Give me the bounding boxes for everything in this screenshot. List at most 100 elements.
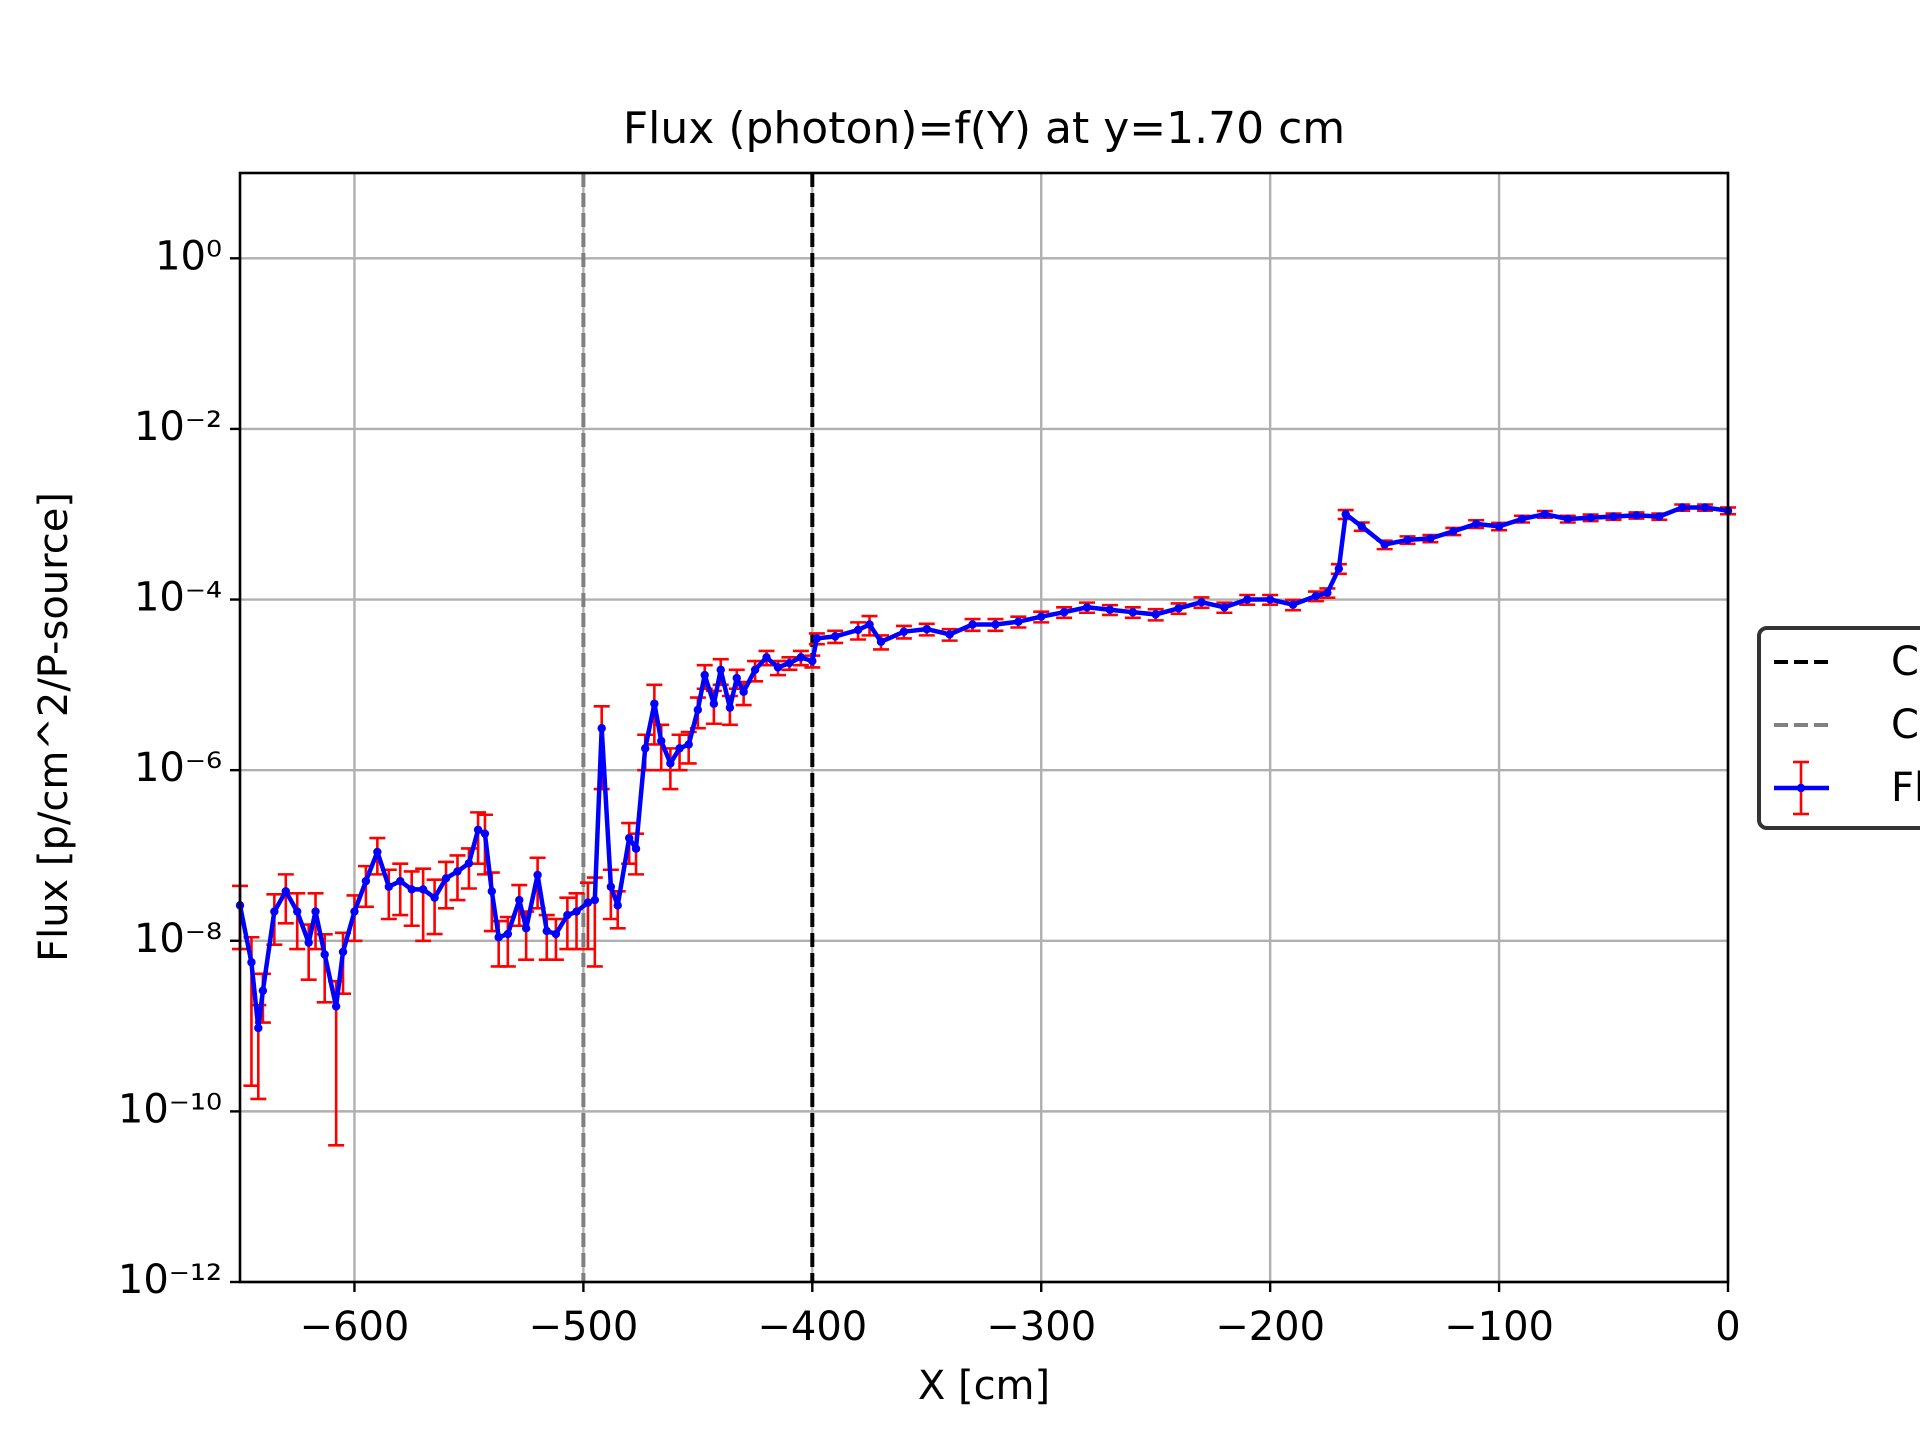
data-point (503, 929, 513, 939)
data-point (1037, 612, 1046, 621)
data-point (551, 929, 561, 939)
data-point (613, 901, 622, 910)
data-point (258, 986, 268, 995)
data-point (373, 847, 382, 857)
data-point (430, 893, 439, 902)
y-tick-label: 10⁻¹⁰ (118, 1086, 222, 1132)
data-point (785, 658, 794, 668)
data-point (640, 744, 650, 753)
data-point (521, 924, 531, 933)
data-point (991, 620, 1000, 629)
data-point (1014, 617, 1023, 626)
data-point (1563, 514, 1572, 524)
data-point (563, 910, 572, 920)
data-point (865, 620, 874, 629)
data-point (533, 870, 542, 880)
data-point (331, 1002, 341, 1011)
data-point (1334, 564, 1344, 573)
data-point (1609, 512, 1618, 521)
data-point (1449, 527, 1458, 536)
data-point (1341, 510, 1350, 519)
data-point (1265, 595, 1275, 604)
data-point (773, 663, 783, 672)
data-point (441, 874, 451, 883)
data-point (384, 882, 393, 891)
data-point (1403, 535, 1412, 545)
data-point (684, 740, 693, 749)
data-point (1082, 603, 1092, 612)
plot-frame (238, 171, 1730, 1284)
data-point (1311, 591, 1321, 601)
data-point (732, 673, 741, 683)
data-point (624, 833, 634, 843)
data-point (1426, 534, 1435, 543)
data-point (293, 907, 302, 916)
data-point (338, 947, 348, 957)
data-point (1059, 608, 1069, 617)
data-point (657, 736, 666, 746)
chart-title: Flux (photon)=f(Y) at y=1.70 cm (623, 103, 1345, 154)
legend-label: Fl (1891, 765, 1920, 811)
data-point (1517, 514, 1527, 524)
data-point (750, 665, 760, 675)
data-point (1586, 513, 1595, 522)
legend-box (1757, 626, 1920, 830)
data-point (1288, 600, 1298, 609)
x-tick-label: 0 (1715, 1304, 1740, 1350)
data-point (1243, 595, 1252, 604)
data-point (1197, 598, 1206, 607)
x-tick-label: −600 (300, 1304, 410, 1350)
y-tick-label: 10⁻² (134, 404, 222, 450)
data-point (407, 885, 416, 894)
data-point (853, 625, 863, 635)
legend-label: C (1891, 639, 1919, 685)
data-point (1174, 604, 1183, 613)
data-point (320, 950, 329, 959)
data-point (515, 895, 524, 905)
data-point (831, 632, 840, 641)
data-point (1105, 605, 1115, 614)
data-point (597, 724, 606, 733)
data-point (1700, 503, 1710, 512)
data-point (453, 867, 462, 876)
y-tick-label: 10⁰ (155, 233, 222, 279)
data-point (350, 907, 359, 916)
data-point (304, 938, 313, 947)
data-point (762, 653, 771, 662)
data-point (1632, 511, 1641, 520)
x-tick-label: −200 (1215, 1304, 1325, 1350)
data-point (709, 699, 719, 708)
data-point (1540, 510, 1550, 519)
data-point (1128, 608, 1138, 617)
data-point (945, 630, 954, 639)
data-point (631, 844, 641, 853)
y-tick-label: 10⁻⁴ (134, 575, 222, 621)
x-tick-label: −100 (1444, 1304, 1554, 1350)
data-point (876, 637, 886, 646)
data-point (675, 744, 684, 753)
data-point (922, 624, 931, 634)
data-point (1323, 588, 1332, 597)
data-point (281, 887, 290, 896)
data-point (606, 882, 616, 891)
y-tick-label: 10⁻¹² (118, 1257, 222, 1303)
data-point (254, 1023, 263, 1033)
data-point (693, 705, 703, 714)
data-point (700, 670, 709, 680)
data-point (1471, 519, 1481, 529)
data-point (666, 759, 675, 768)
data-point (590, 895, 600, 905)
data-point (487, 887, 497, 896)
data-point (542, 926, 551, 936)
data-point (1380, 540, 1389, 549)
data-point (1494, 522, 1504, 531)
data-point (739, 687, 748, 696)
data-point (464, 859, 474, 868)
data-point (968, 620, 977, 629)
data-point (1220, 603, 1229, 612)
data-point (716, 665, 725, 675)
data-point (418, 885, 428, 894)
data-point (725, 703, 735, 712)
